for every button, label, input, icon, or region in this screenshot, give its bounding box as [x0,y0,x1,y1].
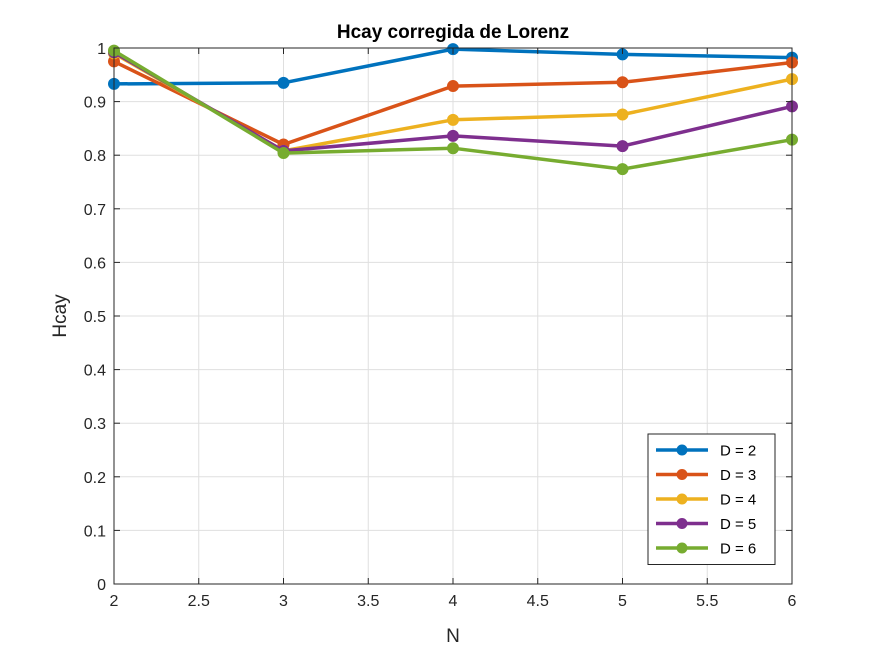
x-tick-label: 3.5 [357,593,379,610]
y-tick-label: 0.9 [84,95,106,112]
legend-item: D = 5 [656,516,756,533]
y-tick-label: 0.5 [84,309,106,326]
legend-label: D = 4 [720,492,756,509]
x-tick-label: 4.5 [527,593,549,610]
data-point [447,142,459,155]
legend-box [647,433,776,565]
y-tick-label: 1 [97,41,106,58]
legend-item: D = 3 [656,467,756,484]
x-tick-label: 5 [618,593,627,610]
x-axis-label: N [446,626,460,647]
y-tick-label: 0.8 [84,148,106,165]
data-point [616,163,629,176]
legend-label: D = 3 [720,467,756,484]
y-tick-label: 0.7 [84,202,106,219]
legend-swatch-marker [676,469,688,480]
data-point [447,113,459,126]
x-tick-label: 5.5 [696,593,718,610]
y-tick-label: 0.1 [84,523,106,540]
y-axis-label: Hcay [50,294,71,338]
y-tick-label: 0 [97,577,106,594]
x-tick-label: 4 [449,593,458,610]
legend-item: D = 2 [656,443,756,460]
legend-swatch-marker [676,542,688,554]
x-tick-label: 3 [279,593,288,610]
legend-item: D = 4 [656,492,756,509]
legend-label: D = 5 [720,516,756,533]
y-tick-label: 0.3 [84,416,106,433]
chart-title: Hcay corregida de Lorenz [337,22,569,43]
legend-item: D = 6 [656,541,756,558]
data-point [616,108,629,121]
data-point [616,140,629,153]
data-point [277,76,290,89]
y-tick-label: 0.4 [84,363,106,380]
y-tick-label: 0.6 [84,255,106,272]
legend: D = 2 D = 3 D = 4 D = 5 D = 6 [647,433,776,565]
data-point [616,76,629,89]
y-tick-label: 0.2 [84,470,106,487]
data-point [447,80,459,93]
legend-swatch-marker [676,444,688,456]
legend-swatch-marker [676,493,688,505]
legend-swatch-marker [676,518,688,529]
x-tick-label: 6 [788,593,797,610]
x-tick-label: 2 [110,593,119,610]
data-point [277,147,290,160]
legend-label: D = 2 [720,443,756,460]
legend-label: D = 6 [720,541,756,558]
x-tick-label: 2.5 [188,593,210,610]
data-point [447,129,459,142]
axis-ticks: 2 2.5 3 3.5 4 4.5 5 5.5 6 0 0.1 0.2 0.3 0.4 0.5 0.6 0.7 0… [84,41,797,610]
